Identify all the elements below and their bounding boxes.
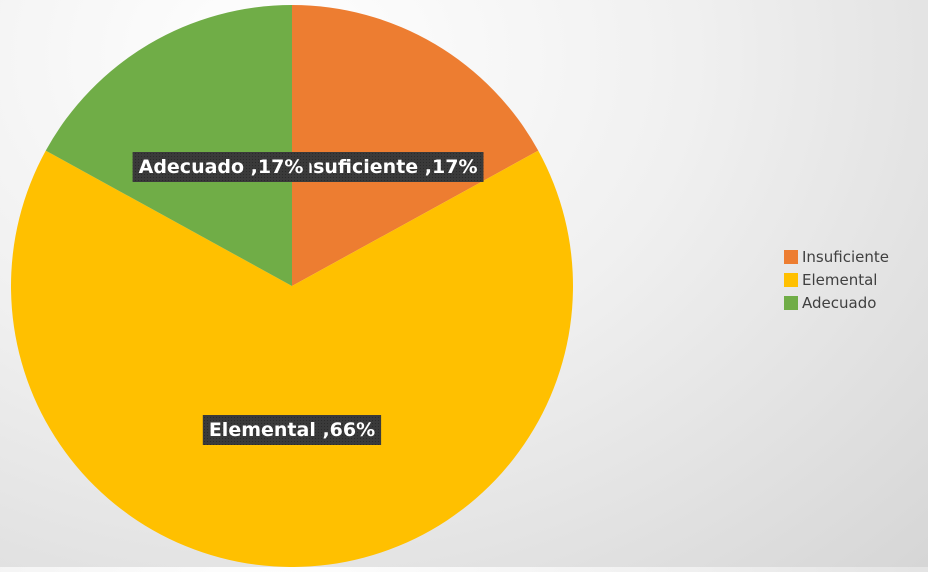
data-label-box	[286, 152, 484, 182]
data-label-text: Elemental ,66%	[209, 419, 375, 441]
legend-label: Adecuado	[802, 294, 877, 312]
legend-item-adecuado: Adecuado	[784, 293, 889, 313]
pie-slice-elemental	[10, 150, 573, 568]
data-label-box	[202, 415, 382, 445]
legend-swatch	[784, 273, 798, 287]
legend-label: Insuficiente	[802, 248, 889, 266]
legend-item-insuficiente: Insuficiente	[784, 247, 889, 267]
legend-swatch	[784, 250, 798, 264]
data-label-adecuado: Adecuado ,17%	[132, 152, 310, 182]
legend-swatch	[784, 296, 798, 310]
legend-label: Elemental	[802, 271, 878, 289]
pie-slice-adecuado	[45, 5, 293, 286]
legend-item-elemental: Elemental	[784, 270, 889, 290]
data-label-text: Insuficiente ,17%	[293, 156, 478, 178]
data-label-box	[132, 152, 310, 182]
data-label-elemental: Elemental ,66%	[202, 415, 382, 445]
pie-slice-insuficiente	[292, 5, 539, 286]
data-label-insuficiente: Insuficiente ,17%	[286, 152, 484, 182]
data-label-text: Adecuado ,17%	[139, 156, 304, 178]
chart-legend: Insuficiente Elemental Adecuado	[784, 247, 889, 313]
